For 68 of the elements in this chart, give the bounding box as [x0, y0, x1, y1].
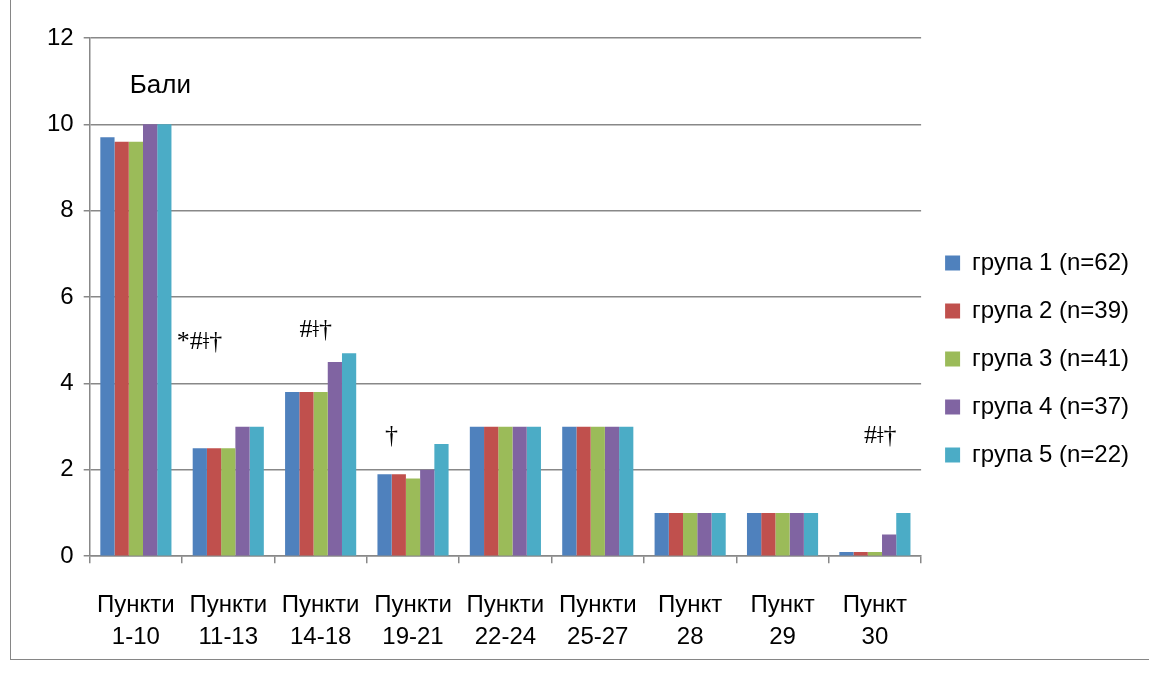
- annotation: *#ǂ†: [176, 326, 223, 356]
- y-tick-label: 10: [46, 108, 74, 136]
- bar: [803, 513, 819, 556]
- bar: [469, 426, 485, 556]
- bar: [668, 513, 684, 556]
- bar: [377, 474, 392, 556]
- bar: [143, 124, 158, 556]
- x-tick-label: Пункти 14-18: [281, 590, 360, 650]
- bar: [512, 426, 527, 556]
- bar: [526, 426, 541, 556]
- bar: [420, 469, 435, 556]
- y-tick-label: 12: [46, 22, 74, 50]
- annotation: †: [384, 420, 398, 450]
- bar: [235, 426, 250, 556]
- y-tick-label: 4: [60, 368, 74, 396]
- bar: [249, 426, 264, 556]
- y-tick-label: 8: [60, 195, 74, 223]
- y-tick-label: 0: [60, 540, 74, 568]
- annotation: #ǂ†: [299, 314, 333, 344]
- bar: [100, 137, 115, 556]
- bar: [327, 361, 342, 556]
- bar: [761, 513, 776, 556]
- legend-label: група 2 (n=39): [972, 295, 1129, 323]
- legend-label: група 5 (n=22): [972, 439, 1129, 467]
- bar: [128, 141, 143, 556]
- bar: [562, 426, 577, 556]
- x-tick-label: Пункт 28: [658, 590, 723, 650]
- bar: [882, 534, 897, 556]
- x-tick-label: Пункт 29: [750, 590, 815, 650]
- x-tick-label: Пункти 11-13: [189, 590, 268, 650]
- y-axis-title: Бали: [129, 69, 191, 100]
- x-tick-label: Пункти 19-21: [374, 590, 452, 650]
- bar: [683, 513, 698, 556]
- bar: [157, 124, 172, 556]
- legend-label: група 3 (n=41): [972, 343, 1129, 371]
- bar: [498, 426, 513, 556]
- bar: [299, 392, 314, 556]
- x-tick-label: Пункт 30: [842, 590, 908, 650]
- bar: [654, 513, 669, 556]
- legend-label: група 4 (n=37): [972, 391, 1129, 419]
- bar: [391, 474, 406, 556]
- bar: [114, 141, 129, 556]
- bar: [434, 443, 449, 556]
- bar: [775, 513, 790, 556]
- bar: [896, 513, 911, 556]
- bar: [590, 426, 605, 556]
- bar: [697, 513, 712, 556]
- bar: [789, 513, 804, 556]
- bar: [576, 426, 591, 556]
- bar: [619, 426, 634, 556]
- bar: [341, 353, 357, 556]
- annotation: #ǂ†: [864, 420, 897, 450]
- bar: [313, 392, 328, 556]
- bar: [405, 478, 421, 556]
- bar: [192, 448, 207, 556]
- bar: [206, 448, 222, 556]
- bar: [711, 513, 726, 556]
- bar: [604, 426, 620, 556]
- x-tick-label: Пункти 1-10: [97, 590, 175, 650]
- y-tick-label: 6: [60, 281, 74, 309]
- x-tick-label: Пункти 25-27: [558, 590, 637, 650]
- bar: [484, 426, 499, 556]
- bar: [285, 392, 300, 556]
- x-tick-label: Пункти 22-24: [466, 590, 545, 650]
- bar: [746, 513, 762, 556]
- bar: [221, 448, 236, 556]
- y-tick-label: 2: [60, 454, 74, 482]
- legend-label: група 1 (n=62): [972, 247, 1129, 275]
